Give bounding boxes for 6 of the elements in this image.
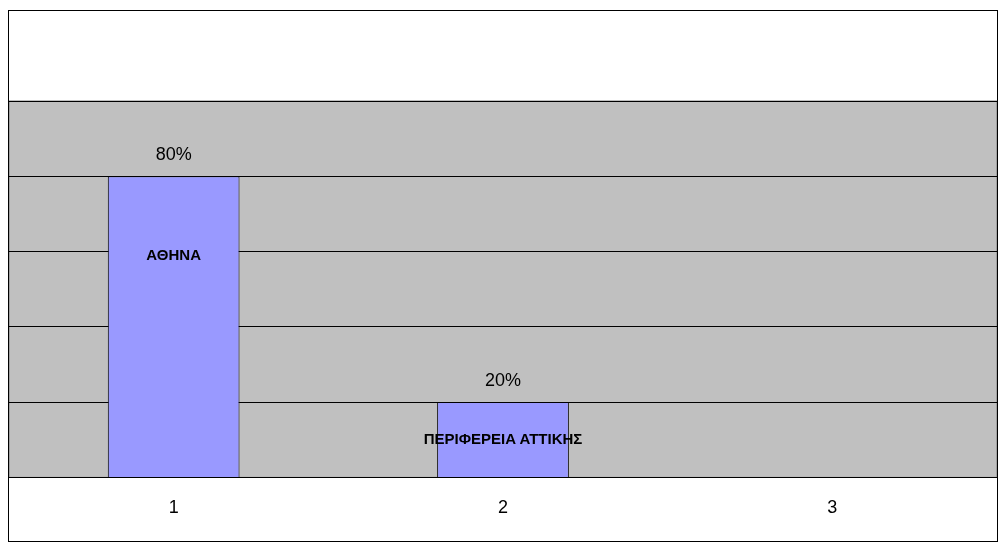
data-label: 80% xyxy=(155,144,192,165)
x-tick-label: 1 xyxy=(168,497,179,518)
data-label: 20% xyxy=(484,370,522,391)
x-tick-label: 2 xyxy=(497,497,509,518)
annotation: ΑΘΗΝΑ xyxy=(146,246,202,264)
x-tick-label: 3 xyxy=(827,497,838,518)
